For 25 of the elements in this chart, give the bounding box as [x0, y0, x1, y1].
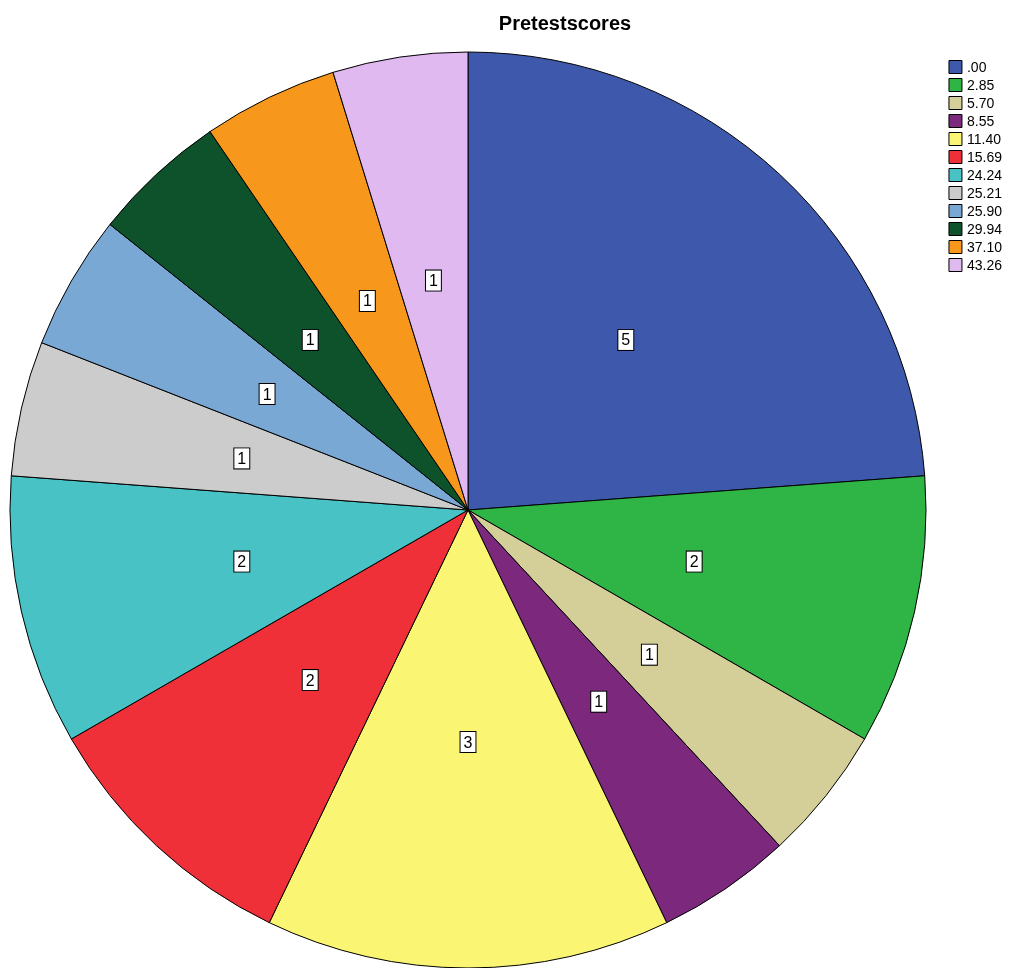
data-label: 1 [262, 385, 272, 403]
legend-label: 25.90 [966, 203, 1003, 219]
legend-label: 24.24 [966, 167, 1003, 183]
legend-label: 8.55 [966, 113, 995, 129]
data-label: 1 [594, 693, 604, 711]
legend-label: .00 [966, 59, 987, 75]
legend-label: 5.70 [966, 95, 995, 111]
legend-label: 25.21 [966, 185, 1003, 201]
legend-label: 29.94 [966, 221, 1003, 237]
data-label: 5 [621, 331, 631, 349]
data-label: 2 [237, 553, 247, 571]
data-label: 2 [305, 671, 315, 689]
data-label: 1 [305, 331, 315, 349]
data-label: 1 [428, 272, 438, 290]
data-label: 1 [644, 646, 654, 664]
data-label: 1 [237, 449, 247, 467]
chart-title: Pretestscores [498, 12, 632, 34]
data-label: 1 [362, 292, 372, 310]
data-label: 2 [689, 553, 699, 571]
legend-label: 2.85 [966, 77, 995, 93]
data-label: 3 [463, 733, 473, 751]
legend-label: 11.40 [966, 131, 1002, 147]
legend-label: 15.69 [966, 149, 1003, 165]
legend-label: 37.10 [966, 239, 1003, 255]
legend-label: 43.26 [966, 257, 1003, 273]
